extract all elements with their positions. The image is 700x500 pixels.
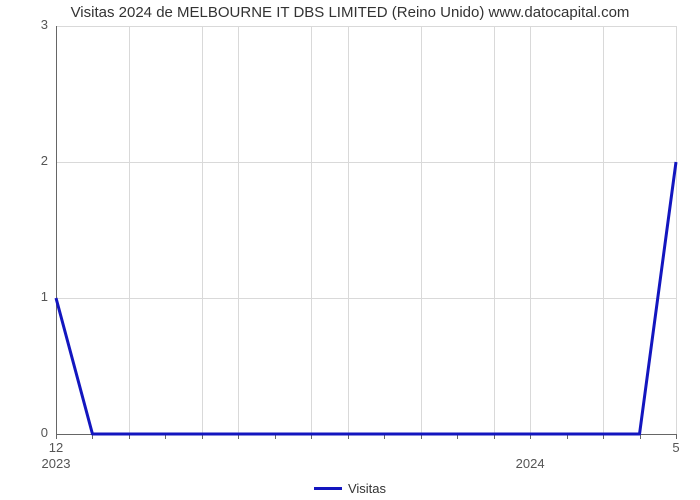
chart-title: Visitas 2024 de MELBOURNE IT DBS LIMITED… — [0, 4, 700, 21]
legend-swatch-icon — [314, 487, 342, 490]
x-tick-label: 5 — [656, 440, 696, 455]
legend-label: Visitas — [348, 481, 386, 496]
visits-line-chart: Visitas 2024 de MELBOURNE IT DBS LIMITED… — [0, 0, 700, 500]
y-tick-label: 3 — [22, 17, 48, 32]
x-minor-tick — [676, 434, 677, 439]
x-sub-label: 2024 — [500, 456, 560, 471]
x-sub-label: 2023 — [26, 456, 86, 471]
x-tick-label: 12 — [36, 440, 76, 455]
chart-legend: Visitas — [0, 480, 700, 496]
series-layer — [56, 26, 676, 434]
y-tick-label: 2 — [22, 153, 48, 168]
plot-area: 012312520232024 — [56, 26, 676, 434]
y-tick-label: 0 — [22, 425, 48, 440]
gridline-vertical — [676, 26, 677, 434]
y-tick-label: 1 — [22, 289, 48, 304]
series-line-visitas — [56, 162, 676, 434]
x-minor-tick — [56, 434, 57, 439]
